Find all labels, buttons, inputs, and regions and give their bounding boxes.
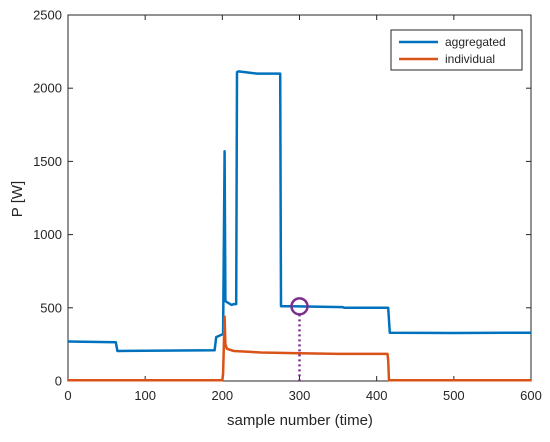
y-tick-label: 2000 [33, 81, 62, 96]
legend-box [390, 29, 523, 71]
x-tick-label: 400 [366, 388, 388, 403]
x-tick-label: 200 [211, 388, 233, 403]
x-tick-label: 300 [289, 388, 311, 403]
x-tick-label: 0 [64, 388, 71, 403]
y-tick-label: 0 [55, 374, 62, 389]
y-tick-label: 2500 [33, 8, 62, 23]
marker-layer [290, 297, 309, 381]
x-tick-label: 100 [134, 388, 156, 403]
series-layer [67, 70, 532, 382]
series-line-individual [68, 315, 531, 382]
y-tick-label: 500 [40, 300, 62, 315]
y-tick-label: 1000 [33, 227, 62, 242]
legend-label-aggregated: aggregated [445, 35, 506, 49]
marker-circle [290, 297, 309, 316]
y-tick-label: 1500 [33, 154, 62, 169]
legend: aggregated individual [390, 29, 523, 71]
x-tick-label: 600 [520, 388, 542, 403]
ticks-layer: 0 100 200 300 400 500 600 0 500 1000 1500 2000 2500 [33, 8, 542, 404]
y-axis-label: P [W] [9, 181, 26, 217]
x-axis-label: sample number (time) [227, 412, 373, 429]
x-tick-label: 500 [443, 388, 465, 403]
legend-label-individual: individual [445, 52, 495, 66]
series-line-aggregated [67, 70, 532, 353]
